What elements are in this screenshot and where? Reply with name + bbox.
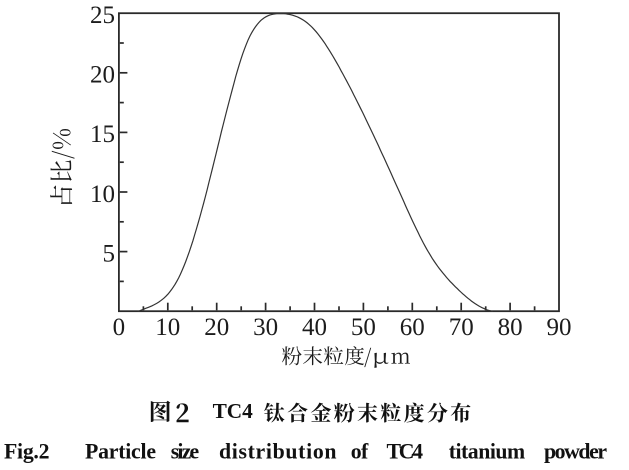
svg-text:60: 60: [400, 314, 425, 341]
svg-text:15: 15: [90, 121, 115, 148]
svg-text:25: 25: [90, 2, 115, 29]
svg-text:distribution: distribution: [219, 440, 337, 464]
svg-text:of: of: [351, 440, 369, 464]
svg-text:20: 20: [90, 62, 115, 89]
svg-text:50: 50: [351, 314, 376, 341]
svg-text:Fig.2: Fig.2: [4, 440, 50, 464]
svg-text:TC4: TC4: [213, 399, 254, 423]
svg-text:30: 30: [253, 314, 278, 341]
svg-text:0: 0: [113, 314, 126, 341]
svg-text:40: 40: [302, 314, 327, 341]
svg-text:titanium: titanium: [449, 440, 526, 464]
svg-text:size: size: [171, 440, 200, 464]
svg-text:10: 10: [155, 314, 180, 341]
svg-text:TC4: TC4: [387, 440, 424, 464]
svg-text:20: 20: [204, 314, 229, 341]
svg-text:Particle: Particle: [85, 440, 156, 464]
svg-text:5: 5: [103, 240, 116, 267]
svg-text:70: 70: [449, 314, 474, 341]
svg-text:90: 90: [547, 314, 572, 341]
svg-text:powder: powder: [544, 440, 607, 464]
svg-text:10: 10: [90, 181, 115, 208]
svg-text:80: 80: [498, 314, 523, 341]
